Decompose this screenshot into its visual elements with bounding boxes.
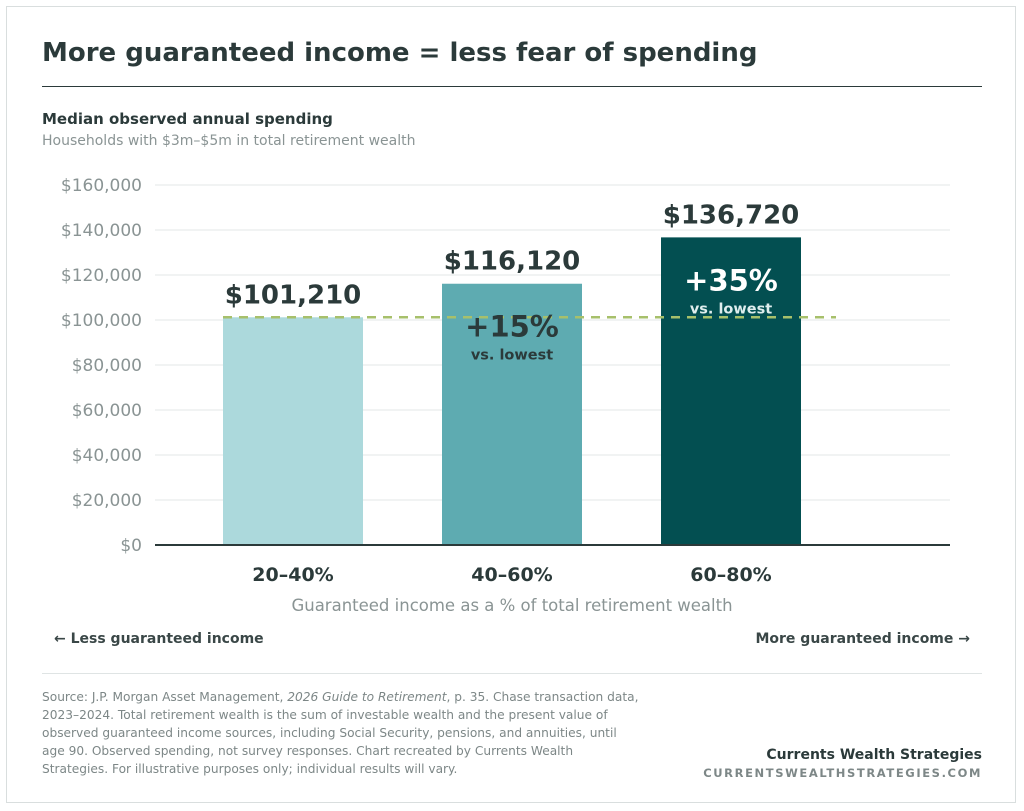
y-tick-label: $40,000 [72, 446, 142, 466]
page-title: More guaranteed income = less fear of sp… [42, 38, 758, 68]
bar [223, 317, 363, 545]
data-label: $116,120 [444, 247, 581, 277]
brand-url: CURRENTSWEALTHSTRATEGIES.COM [703, 766, 982, 780]
bar [442, 283, 582, 545]
source-prefix: Source: J.P. Morgan Asset Management, [42, 690, 288, 704]
more-guaranteed-label: More guaranteed income → [755, 631, 970, 647]
y-tick-label: $160,000 [61, 176, 142, 196]
chart-subtitle: Median observed annual spending [42, 110, 333, 128]
pct-annotation-note: vs. lowest [690, 301, 772, 317]
title-divider [42, 86, 982, 87]
y-tick-label: $80,000 [72, 356, 142, 376]
data-label: $136,720 [663, 200, 800, 230]
y-tick-label: $60,000 [72, 401, 142, 421]
x-tick-label: 60–80% [690, 564, 771, 586]
source-details: , p. 35. Chase transaction data, 2023–20… [42, 690, 639, 776]
y-tick-label: $140,000 [61, 221, 142, 241]
y-tick-label: $100,000 [61, 311, 142, 331]
pct-annotation: +15% [465, 310, 559, 344]
source-title: 2026 Guide to Retirement [287, 690, 447, 704]
x-tick-label: 40–60% [471, 564, 552, 586]
pct-annotation: +35% [684, 263, 778, 297]
bar [661, 237, 801, 545]
y-tick-label: $120,000 [61, 266, 142, 286]
less-guaranteed-label: ← Less guaranteed income [54, 631, 264, 647]
footer-divider [42, 673, 982, 674]
data-label: $101,210 [225, 280, 362, 310]
x-tick-label: 20–40% [252, 564, 333, 586]
chart-description: Households with $3m–$5m in total retirem… [42, 133, 416, 149]
x-axis-title: Guaranteed income as a % of total retire… [291, 596, 732, 615]
y-tick-label: $20,000 [72, 491, 142, 511]
pct-annotation-note: vs. lowest [471, 348, 553, 364]
source-note: Source: J.P. Morgan Asset Management, 20… [42, 688, 642, 778]
brand-name: Currents Wealth Strategies [766, 747, 982, 763]
y-tick-label: $0 [120, 536, 142, 556]
